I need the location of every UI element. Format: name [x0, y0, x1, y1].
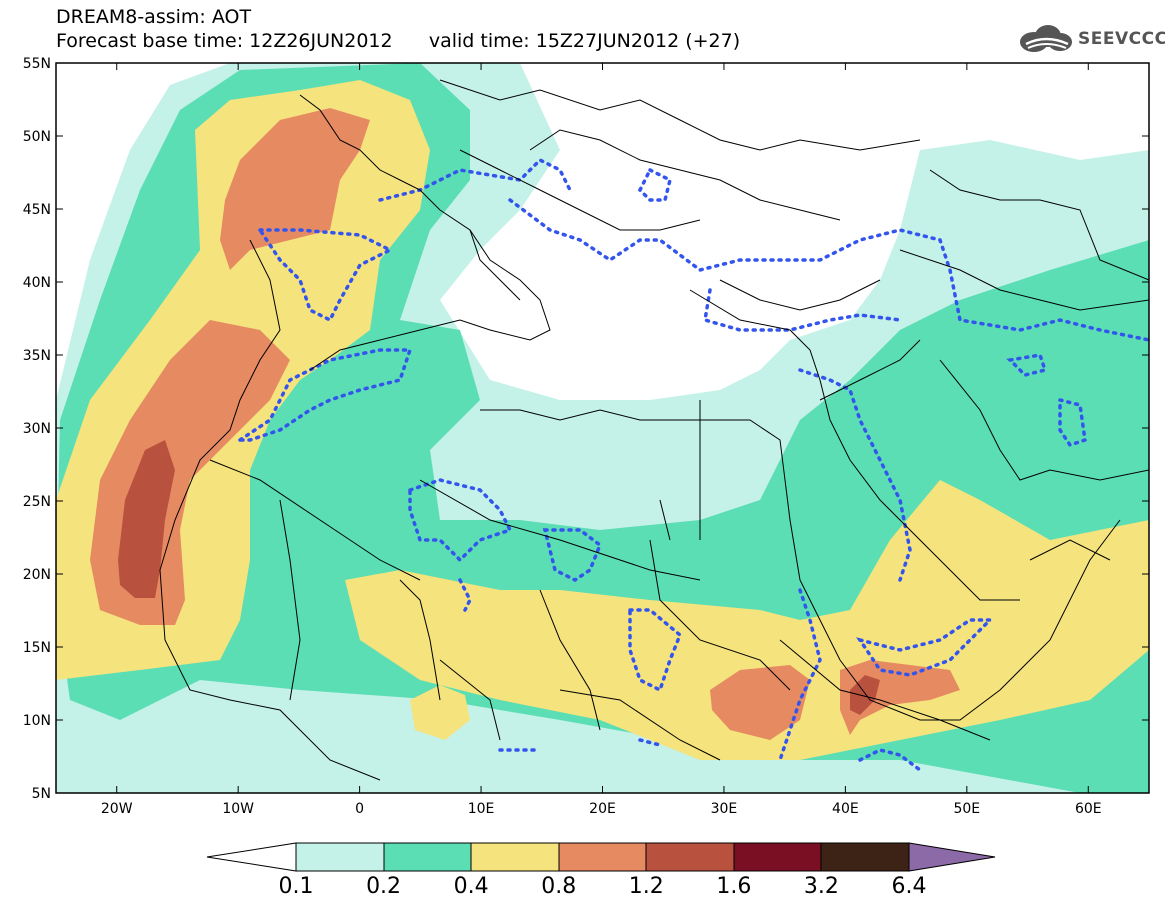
colorbar-level-label: 0.1 [279, 874, 314, 899]
boundaries [159, 79, 1149, 781]
colorbar-level-label: 3.2 [804, 874, 839, 899]
colorbar-level-label: 0.8 [541, 874, 576, 899]
colorbar-segment [383, 842, 472, 872]
aot-level-0-8 [710, 665, 810, 740]
colorbar-segment [558, 842, 647, 872]
lat-tick-label: 25N [23, 494, 51, 510]
aot-level-0-8 [220, 108, 370, 270]
lat-tick-label: 30N [23, 421, 51, 437]
lat-tick-label: 35N [23, 348, 51, 364]
lon-tick-label: 50E [953, 801, 980, 817]
colorbar-segment [645, 842, 735, 872]
colorbar-level-label: 1.6 [716, 874, 751, 899]
colorbar-level-label: 1.2 [629, 874, 664, 899]
lon-tick-label: 10E [468, 801, 495, 817]
colorbar-under-arrow [206, 842, 297, 872]
map-title: DREAM8-assim: AOT [56, 6, 252, 28]
aot-field [56, 63, 1149, 793]
aot-level-1-2 [850, 675, 880, 715]
colorbar-over-arrow [908, 842, 996, 872]
lat-tick-label: 5N [32, 786, 51, 802]
colorbar-level-label: 6.4 [892, 874, 927, 899]
colorbar-segment [820, 842, 910, 872]
lon-tick-label: 30E [711, 801, 738, 817]
colorbar: 0.1 0.2 0.4 0.8 1.2 1.6 3.2 6.4 [206, 842, 996, 899]
aot-level-1-2 [118, 440, 175, 598]
lon-tick-label: 60E [1075, 801, 1102, 817]
cloud-logo-icon [1020, 25, 1072, 52]
lat-tick-label: 15N [23, 640, 51, 656]
colorbar-level-label: 0.4 [454, 874, 489, 899]
lon-tick-label: 20W [101, 801, 133, 817]
colorbar-level-label: 0.2 [366, 874, 401, 899]
lat-tick-label: 55N [23, 56, 51, 72]
lat-tick-label: 10N [23, 713, 51, 729]
lat-tick-label: 40N [23, 275, 51, 291]
lon-tick-label: 20E [589, 801, 616, 817]
lon-tick-label: 0 [355, 801, 364, 817]
lon-tick-label: 40E [832, 801, 859, 817]
lon-tick-label: 10W [222, 801, 254, 817]
colorbar-segment [470, 842, 560, 872]
axis-tick-labels: 55N 50N 45N 40N 35N 30N 25N 20N 15N 10N 5N 20W 10W 0 1… [23, 56, 1102, 817]
axis-ticks [56, 62, 1149, 794]
aot-level-0-1 [56, 690, 780, 793]
logo-text: SEEVCCC [1078, 29, 1165, 49]
colorbar-segment [295, 842, 385, 872]
seevccc-logo: SEEVCCC [1018, 24, 1165, 54]
lat-tick-label: 50N [23, 129, 51, 145]
time-info: Forecast base time: 12Z26JUN2012 valid t… [56, 30, 741, 52]
lat-tick-label: 45N [23, 202, 51, 218]
colorbar-labels: 0.1 0.2 0.4 0.8 1.2 1.6 3.2 6.4 [279, 874, 927, 899]
lat-tick-label: 20N [23, 567, 51, 583]
colorbar-segment [733, 842, 822, 872]
aot-level-0-4 [410, 685, 470, 740]
